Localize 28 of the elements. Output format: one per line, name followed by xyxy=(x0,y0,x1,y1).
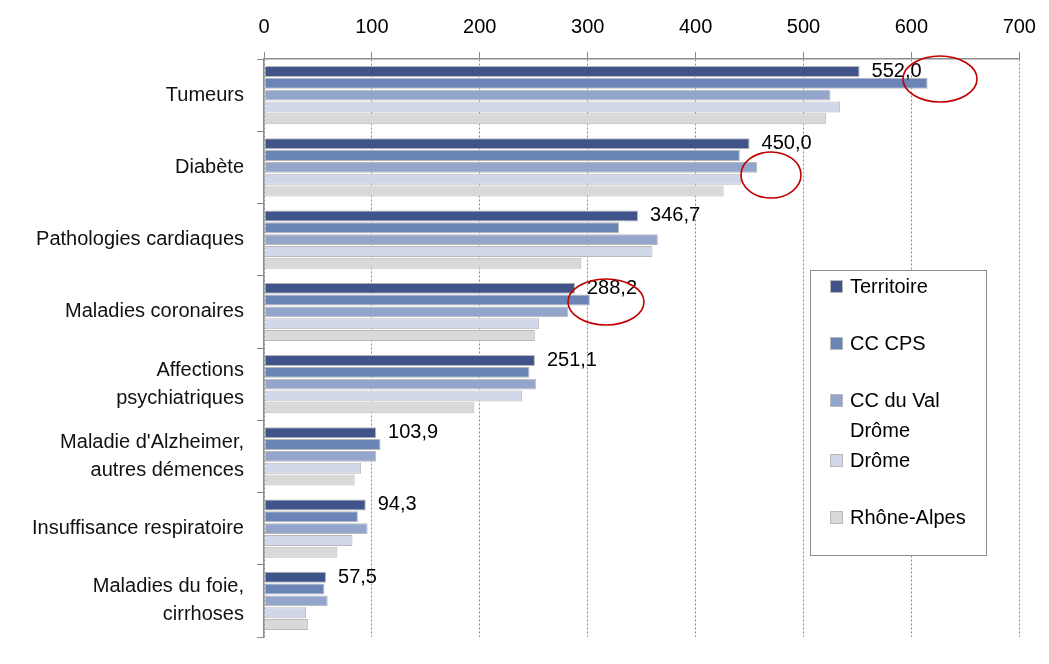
data-label: 103,9 xyxy=(388,420,439,443)
x-tick-label: 500 xyxy=(786,14,821,37)
data-label: 57,5 xyxy=(338,564,377,587)
legend-label: CC du Val Drôme xyxy=(850,388,941,443)
y-tick-label: Maladies du foie, cirrhoses xyxy=(92,574,244,625)
y-tick-label: Insuffisance respiratoire xyxy=(32,516,244,539)
x-tick-label: 700 xyxy=(1002,14,1036,37)
x-tick-label: 600 xyxy=(894,14,929,37)
legend-label: Drôme xyxy=(850,448,911,473)
x-tick-label: 300 xyxy=(571,14,605,37)
data-label: 346,7 xyxy=(650,203,701,226)
x-tick-label: 0 xyxy=(258,14,270,37)
x-tick-label: 200 xyxy=(463,14,497,37)
y-tick-label: Maladies coronaires xyxy=(65,299,244,322)
data-label: 251,1 xyxy=(546,347,597,370)
data-label: 94,3 xyxy=(377,492,417,515)
x-tick-label: 400 xyxy=(678,14,713,37)
x-tick-label: 100 xyxy=(355,14,389,37)
legend-label: Rhône-Alpes xyxy=(850,505,967,530)
y-tick-label: Pathologies cardiaques xyxy=(36,227,244,250)
legend-label: CC CPS xyxy=(850,331,927,356)
data-label: 450,0 xyxy=(761,131,812,154)
legend-label: Territoire xyxy=(850,274,929,299)
y-tick-label: Maladie d'Alzheimer, autres démences xyxy=(60,429,244,480)
y-tick-label: Diabète xyxy=(175,154,244,177)
y-tick-label: Affections psychiatriques xyxy=(116,357,244,408)
data-label: 288,2 xyxy=(586,275,638,298)
y-tick-label: Tumeurs xyxy=(165,82,244,105)
